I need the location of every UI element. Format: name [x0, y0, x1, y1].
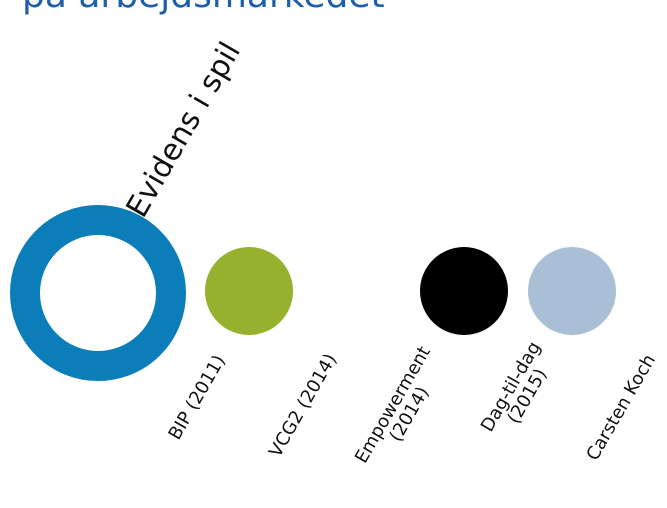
label-vcg2: VCG2 (2014) [265, 350, 342, 461]
light-blue-circle [528, 247, 616, 335]
evidence-ring-circle [10, 205, 186, 381]
green-circle [205, 247, 293, 335]
evidence-label: Evidens i spil [119, 36, 248, 224]
label-empowerment: Empowerment (2014) [351, 343, 451, 477]
label-bip: BIP (2011) [164, 351, 230, 444]
label-dag-til-dag: Dag-til-dag (2015) [477, 338, 562, 445]
black-circle [420, 247, 508, 335]
label-carsten-koch: Carsten Koch [582, 350, 660, 465]
page-title: på arbejdsmarkedet [22, 0, 385, 14]
